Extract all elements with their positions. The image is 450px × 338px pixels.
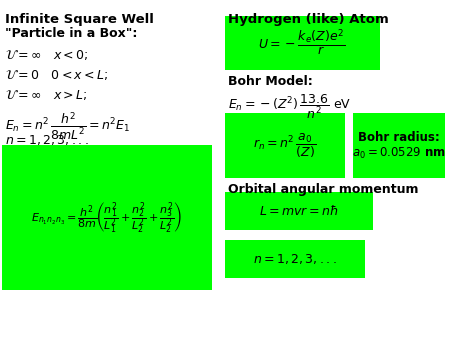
FancyBboxPatch shape [225,192,373,230]
Text: $r_n = n^2\,\dfrac{a_0}{(Z)}$: $r_n = n^2\,\dfrac{a_0}{(Z)}$ [253,132,316,160]
FancyBboxPatch shape [2,145,212,290]
FancyBboxPatch shape [225,16,380,70]
Text: $\mathcal{U}=\infty \quad x>L;$: $\mathcal{U}=\infty \quad x>L;$ [5,88,88,102]
Text: Orbital angular momentum: Orbital angular momentum [228,183,418,196]
Text: Infinite Square Well: Infinite Square Well [5,13,154,26]
Text: $L = mvr = n\hbar$: $L = mvr = n\hbar$ [259,204,339,218]
Text: $E_n = n^2\,\dfrac{h^2}{8mL^2} = n^2 E_1$: $E_n = n^2\,\dfrac{h^2}{8mL^2} = n^2 E_1… [5,110,130,142]
FancyBboxPatch shape [225,240,365,278]
Text: Hydrogen (like) Atom: Hydrogen (like) Atom [228,13,389,26]
Text: Bohr radius:
$a_0 = 0.0529$ nm: Bohr radius: $a_0 = 0.0529$ nm [352,131,446,161]
Text: "Particle in a Box":: "Particle in a Box": [5,27,137,40]
FancyBboxPatch shape [225,113,345,178]
Text: Bohr Model:: Bohr Model: [228,75,313,88]
Text: $\mathcal{U}=0 \quad 0<x<L;$: $\mathcal{U}=0 \quad 0<x<L;$ [5,68,108,82]
FancyBboxPatch shape [353,113,445,178]
Text: $E_{n_1 n_2 n_3} = \dfrac{h^2}{8m}\!\left(\dfrac{n_1^2}{L_1^2}+\dfrac{n_2^2}{L_2: $E_{n_1 n_2 n_3} = \dfrac{h^2}{8m}\!\lef… [32,200,183,236]
Text: $U = -\dfrac{k_e(Z)e^2}{r}$: $U = -\dfrac{k_e(Z)e^2}{r}$ [258,28,346,58]
Text: $n = 1,2,3,...$: $n = 1,2,3,...$ [253,252,337,266]
Text: $\mathcal{U}=\infty \quad x<0;$: $\mathcal{U}=\infty \quad x<0;$ [5,48,89,62]
Text: $E_n = -(Z^2)\,\dfrac{13.6}{n^2}\ \mathrm{eV}$: $E_n = -(Z^2)\,\dfrac{13.6}{n^2}\ \mathr… [228,93,351,121]
Text: $n=1,2,3,...$: $n=1,2,3,...$ [5,133,89,147]
